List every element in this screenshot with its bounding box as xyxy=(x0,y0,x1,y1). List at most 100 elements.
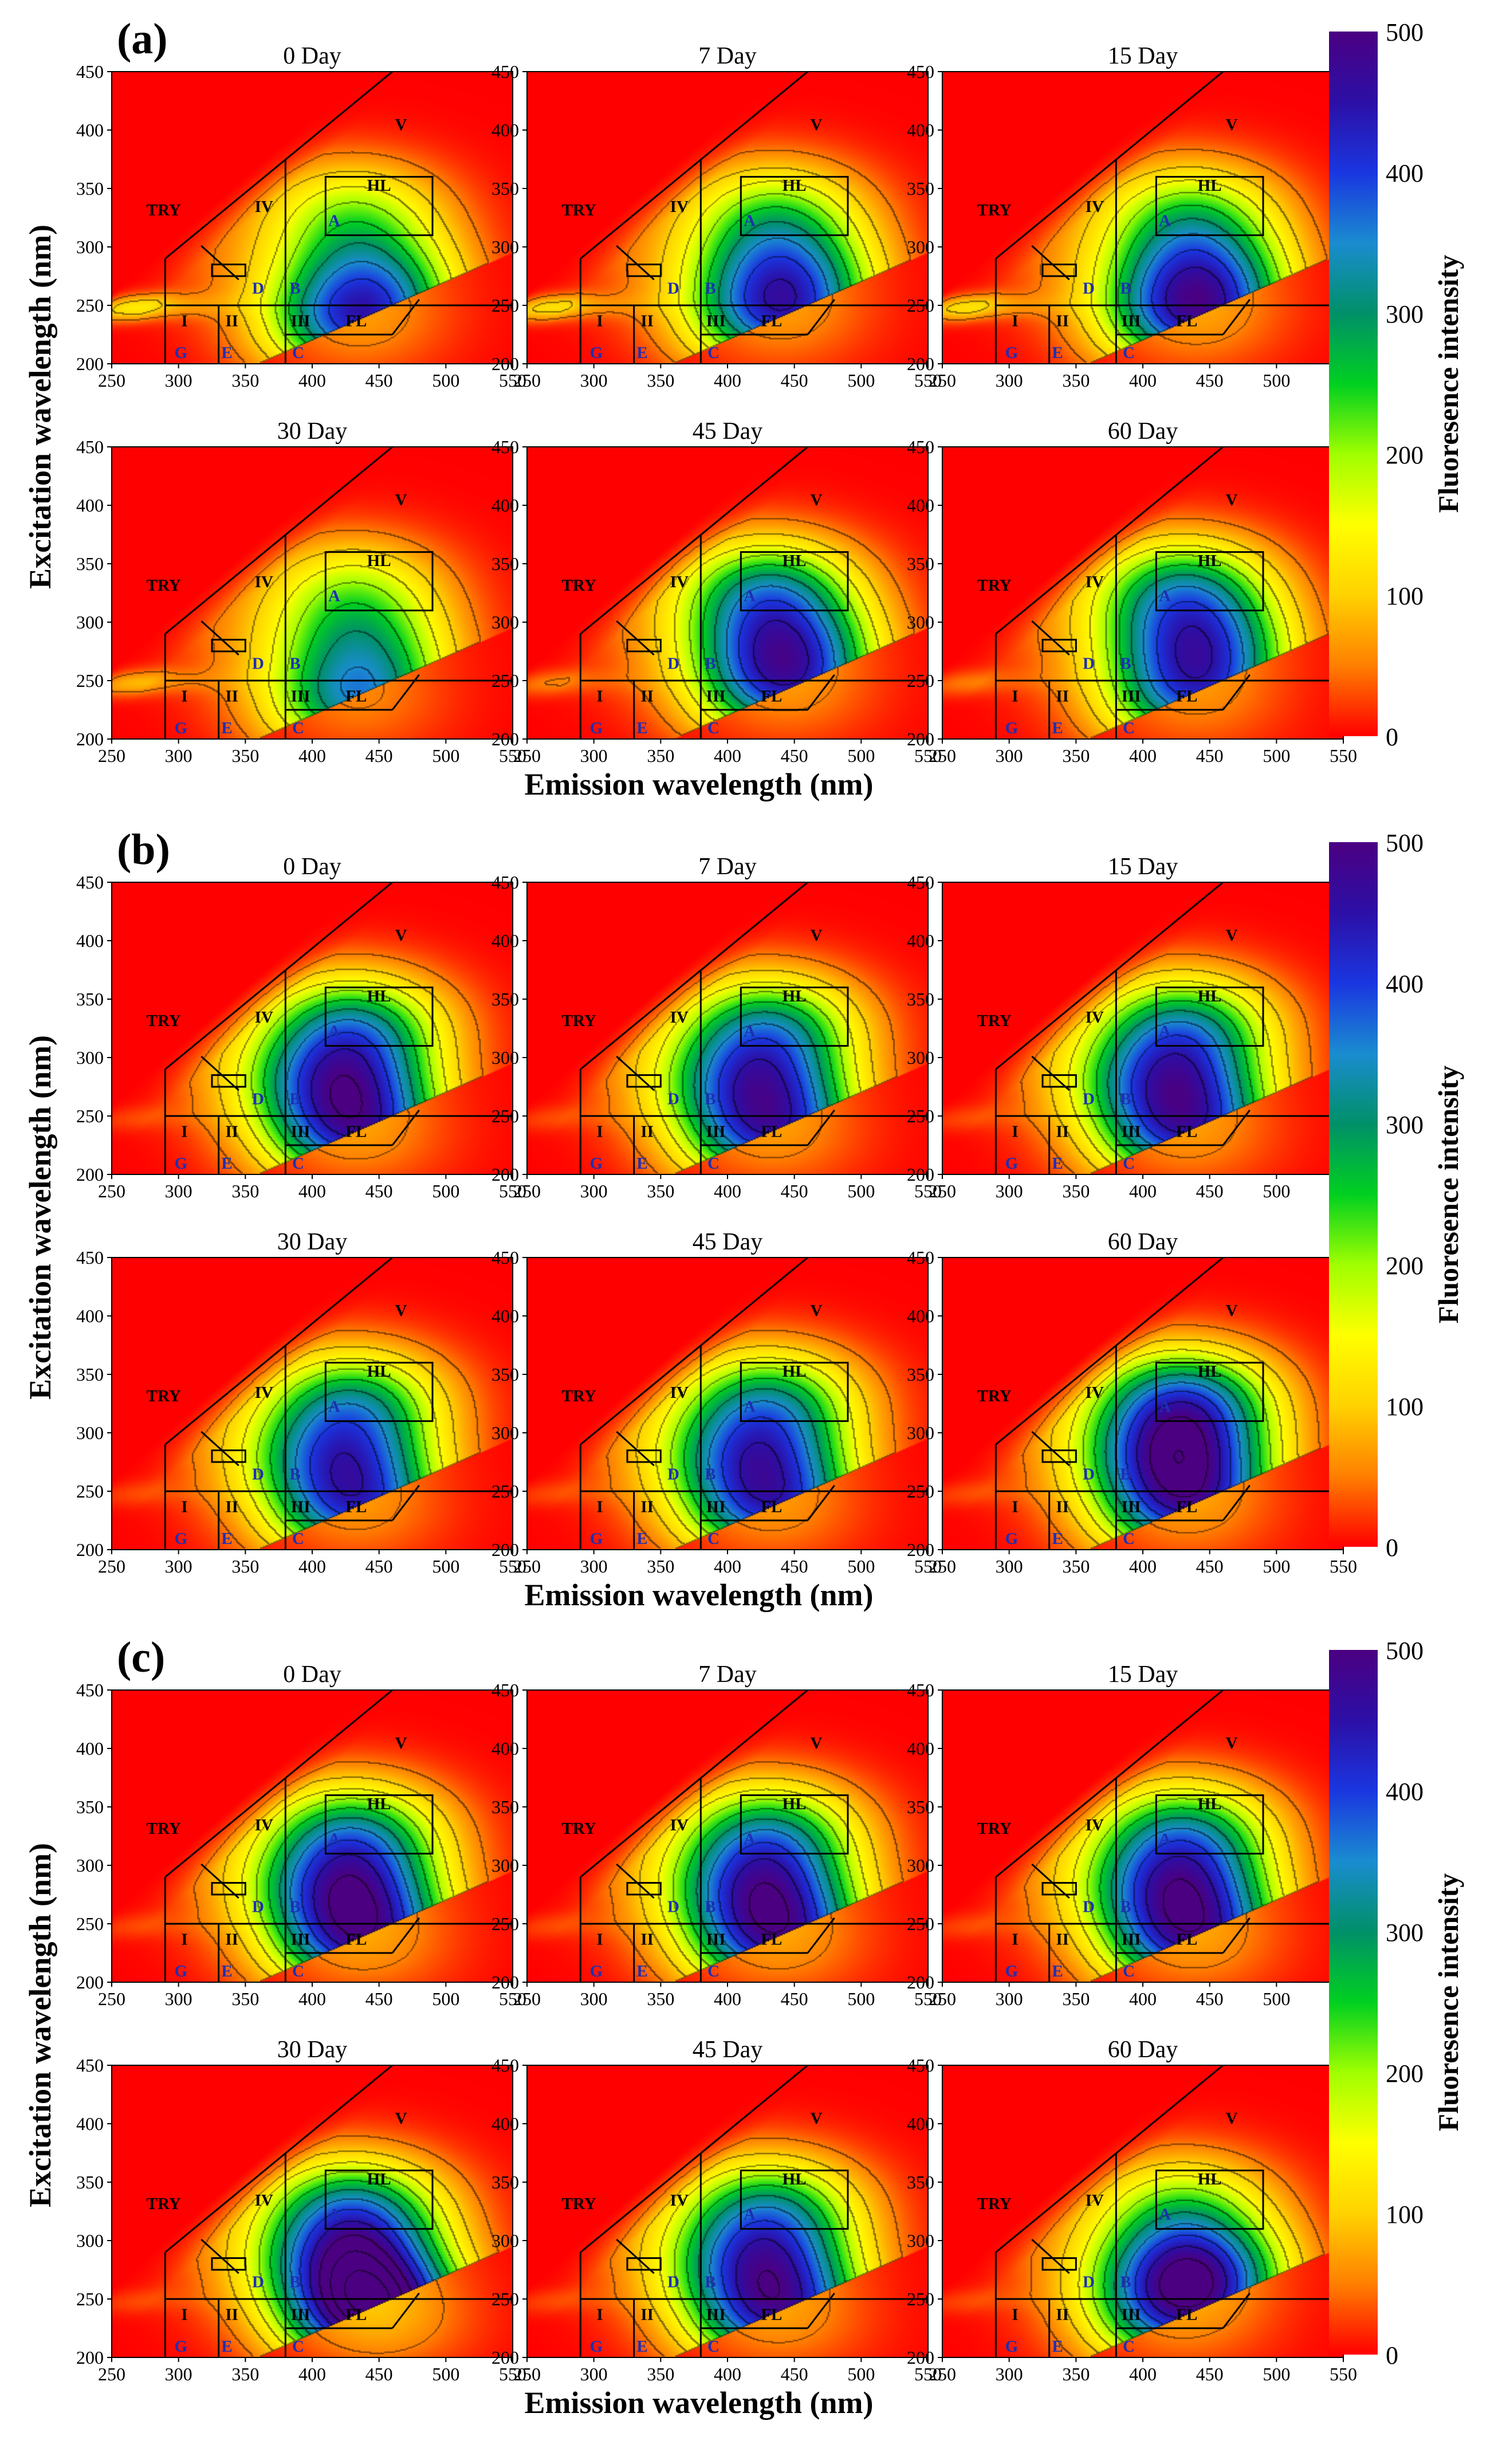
peak-label-c: C xyxy=(292,1530,304,1548)
y-tick-label: 450 xyxy=(492,437,519,457)
region-label: I xyxy=(596,1123,603,1141)
peak-label-b: B xyxy=(1120,655,1131,673)
region-label: III xyxy=(291,1498,310,1516)
region-label: III xyxy=(1122,1931,1141,1949)
try-label: TRY xyxy=(147,201,181,219)
fl-label: FL xyxy=(1176,1498,1197,1516)
region-label: I xyxy=(181,312,187,331)
x-tick-label: 300 xyxy=(580,745,608,766)
eem-panel: 250 300 350 400 450 500 5502002503003504004507… xyxy=(492,43,942,391)
peak-label-g: G xyxy=(175,344,188,362)
y-axis-label: Excitation wavelength (nm) xyxy=(23,1035,57,1400)
region-label: I xyxy=(181,1123,187,1141)
x-tick-label: 450 xyxy=(781,1556,808,1577)
region-label: II xyxy=(225,2306,238,2324)
region-label: V xyxy=(811,1734,823,1752)
x-tick-label: 300 xyxy=(165,370,192,391)
peak-label-g: G xyxy=(590,2337,603,2356)
x-tick-label: 550 xyxy=(499,1181,526,1201)
x-tick-label: 500 xyxy=(847,1181,875,1201)
region-diagonal xyxy=(580,1689,808,1878)
try-pointer xyxy=(616,1055,655,1091)
eem-panel: 250 300 350 400 450 500 5502002503003504004504… xyxy=(492,418,942,766)
try-label: TRY xyxy=(977,1819,1012,1838)
peak-label-b: B xyxy=(705,1090,715,1109)
y-tick-label: 250 xyxy=(76,295,104,316)
fl-line xyxy=(1222,1917,1251,1954)
y-tick-label: 300 xyxy=(907,1855,934,1876)
x-tick-label: 350 xyxy=(647,2364,674,2384)
eem-panel: 250 300 350 400 450 500 5502002503003504004500… xyxy=(76,1661,526,2009)
hl-box xyxy=(740,1362,849,1422)
peak-label-e: E xyxy=(636,1154,647,1173)
eem-heatmap xyxy=(942,882,1343,1174)
colorbar-tick-label: 200 xyxy=(1386,2060,1424,2088)
eem-heatmap xyxy=(112,447,513,739)
x-tick-label: 400 xyxy=(298,2364,326,2384)
colorbar-tick-label: 100 xyxy=(1386,582,1424,610)
x-axis-label: Emission wavelength (nm) xyxy=(524,767,873,801)
hl-box xyxy=(1155,176,1264,237)
y-tick-label: 300 xyxy=(907,1047,934,1068)
x-tick-label: 500 xyxy=(432,1181,459,1201)
y-tick-label: 250 xyxy=(492,2289,519,2309)
y-tick-label: 250 xyxy=(907,670,934,691)
region-label: III xyxy=(1122,1498,1141,1516)
fl-label: FL xyxy=(761,1931,782,1949)
try-pointer xyxy=(616,1863,655,1899)
hl-box xyxy=(324,1794,434,1855)
colorbar-tick-label: 300 xyxy=(1386,1111,1424,1139)
region-label: V xyxy=(395,1302,407,1320)
try-box xyxy=(1041,1449,1077,1463)
x-tick-label: 500 xyxy=(847,2364,875,2384)
eem-heatmap xyxy=(527,72,928,364)
region-diagonal xyxy=(164,881,393,1070)
region-label: IV xyxy=(1086,198,1104,216)
fl-line xyxy=(807,1109,835,1146)
eem-panel: 250 300 350 400 450 500 5502002503003504004503… xyxy=(76,2037,526,2384)
x-tick-label: 550 xyxy=(1330,745,1357,766)
peak-label-d: D xyxy=(667,1465,679,1484)
eem-heatmap xyxy=(942,2065,1343,2357)
try-label: TRY xyxy=(977,201,1012,219)
region-diagonal xyxy=(995,1689,1224,1878)
y-tick-label: 200 xyxy=(492,2347,519,2368)
region-label: III xyxy=(1122,312,1141,331)
peak-label-a: A xyxy=(1159,211,1171,230)
peak-label-a: A xyxy=(328,1022,340,1040)
x-tick-label: 450 xyxy=(1196,745,1224,766)
panel-title: 0 Day xyxy=(283,43,341,69)
peak-label-b: B xyxy=(705,2273,715,2292)
region-diagonal xyxy=(580,70,808,260)
hl-label: HL xyxy=(367,987,391,1005)
peak-label-e: E xyxy=(1052,719,1063,737)
y-tick-label: 350 xyxy=(907,1364,934,1385)
hl-label: HL xyxy=(1198,2170,1222,2188)
region-label: V xyxy=(811,116,823,134)
region-label: V xyxy=(395,1734,407,1752)
x-tick-label: 250 xyxy=(98,2364,125,2384)
peak-label-e: E xyxy=(636,344,647,362)
try-pointer xyxy=(1031,2238,1070,2274)
try-box xyxy=(211,639,246,653)
y-tick-label: 450 xyxy=(907,872,934,893)
x-tick-label: 500 xyxy=(1263,1556,1290,1577)
eem-panel: 250 300 350 400 450 500 5502002503003504004507… xyxy=(492,854,942,1201)
y-tick-label: 300 xyxy=(492,2230,519,2251)
x-tick-label: 300 xyxy=(580,370,608,391)
peak-label-c: C xyxy=(707,1962,719,1980)
fl-line xyxy=(807,1484,835,1521)
region-label: I xyxy=(1012,312,1018,331)
hl-label: HL xyxy=(783,1362,807,1381)
region-diagonal xyxy=(580,2064,808,2253)
fl-label: FL xyxy=(1176,687,1197,706)
x-tick-label: 500 xyxy=(847,1556,875,1577)
x-tick-label: 500 xyxy=(432,1556,459,1577)
eem-panel: 2503003504004505005502002503003504004501… xyxy=(907,1661,1357,2009)
peak-label-a: A xyxy=(1159,1830,1171,1848)
hl-label: HL xyxy=(783,552,807,570)
peak-label-d: D xyxy=(1083,1090,1095,1109)
y-tick-label: 450 xyxy=(907,61,934,82)
x-tick-label: 500 xyxy=(432,745,459,766)
peak-label-c: C xyxy=(292,1154,304,1173)
